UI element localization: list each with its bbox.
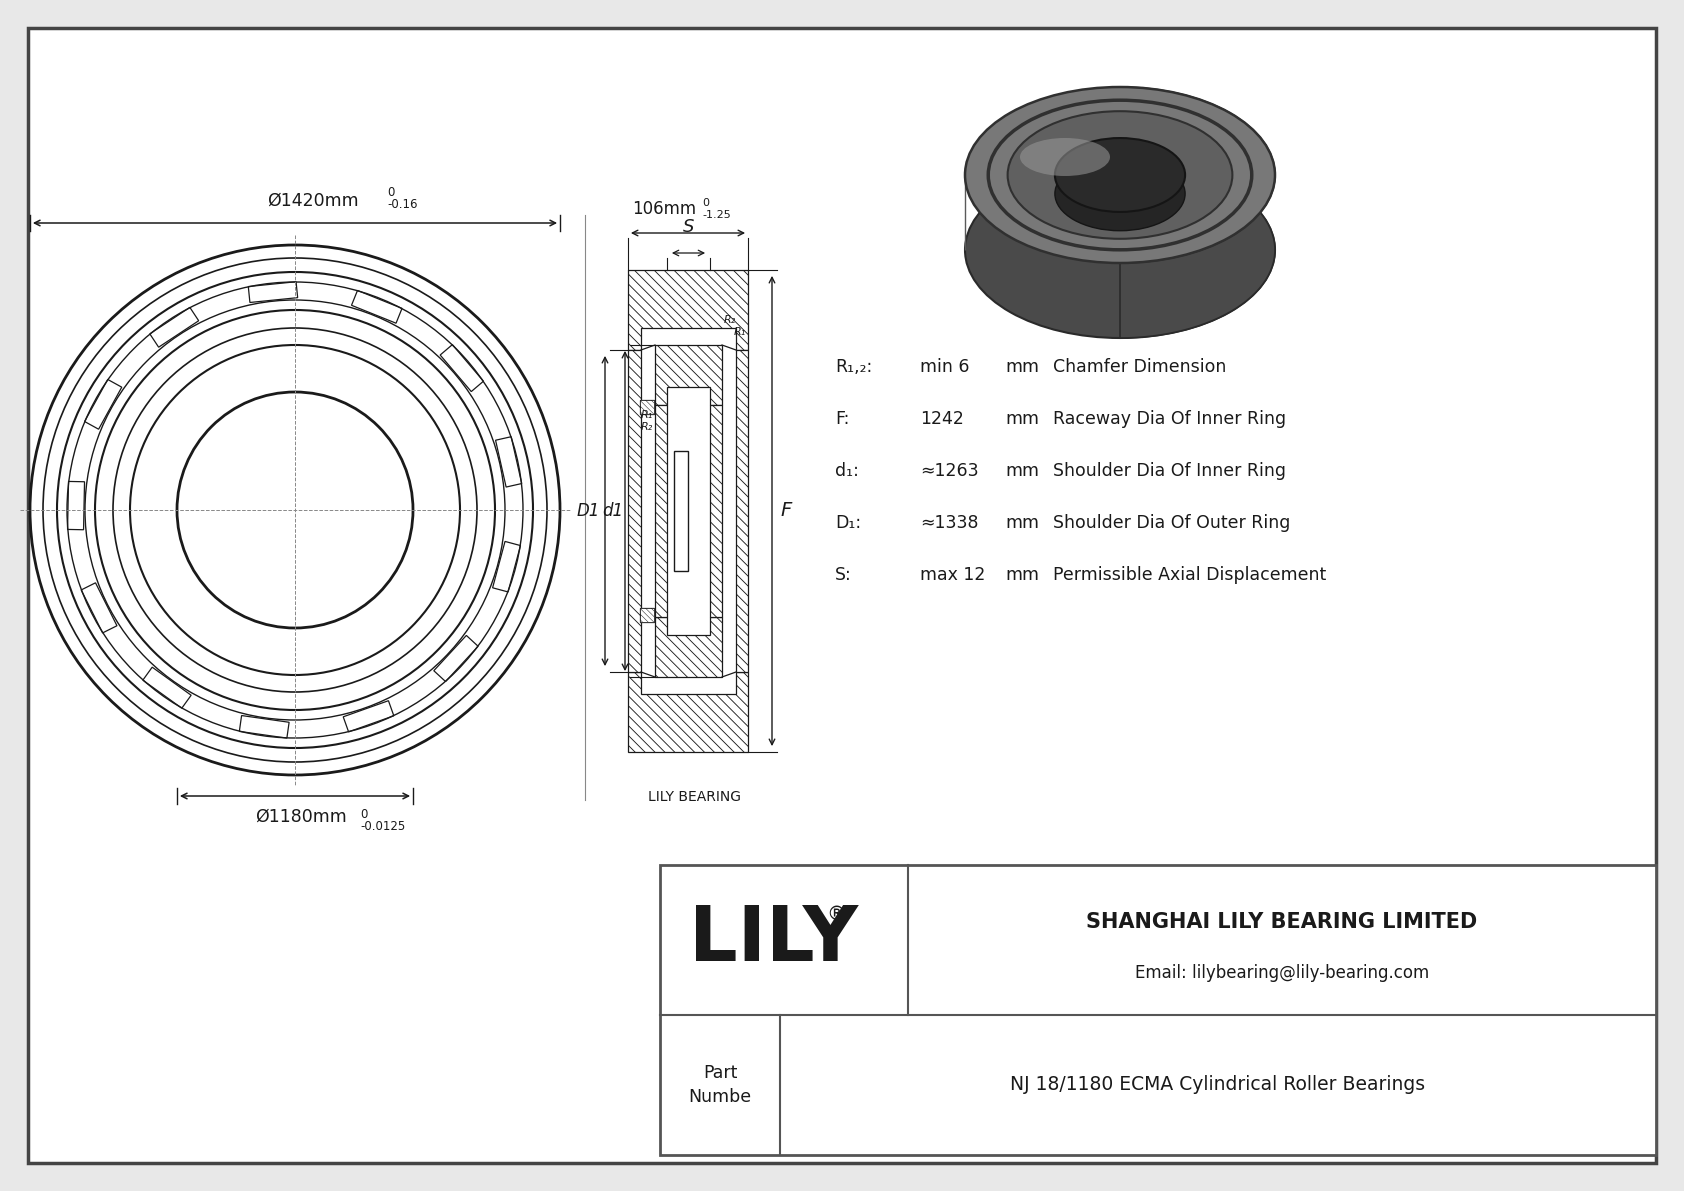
Text: 106mm: 106mm [632, 200, 695, 218]
Polygon shape [711, 405, 722, 617]
Text: ≈1263: ≈1263 [919, 462, 978, 480]
Text: R₁,₂:: R₁,₂: [835, 358, 872, 376]
Bar [640, 400, 653, 414]
Text: ≈1338: ≈1338 [919, 515, 978, 532]
Ellipse shape [1054, 157, 1186, 231]
Text: Shoulder Dia Of Inner Ring: Shoulder Dia Of Inner Ring [1052, 462, 1287, 480]
Text: 1242: 1242 [919, 410, 963, 428]
Text: F: F [780, 501, 791, 520]
Bar [660, 865, 1655, 1155]
Bar [493, 542, 520, 592]
Text: max 12: max 12 [919, 566, 985, 584]
Bar [150, 307, 199, 348]
Text: mm: mm [1005, 462, 1039, 480]
Text: Permissible Axial Displacement: Permissible Axial Displacement [1052, 566, 1327, 584]
Bar [239, 716, 290, 738]
Text: Ø1420mm: Ø1420mm [268, 192, 359, 210]
Text: d1: d1 [601, 501, 623, 520]
Polygon shape [655, 345, 722, 405]
Text: R₂: R₂ [640, 422, 653, 432]
Text: 0: 0 [387, 186, 394, 199]
Text: LILY: LILY [689, 903, 859, 977]
Bar [640, 607, 653, 622]
Text: D1: D1 [576, 501, 600, 520]
Ellipse shape [965, 87, 1275, 263]
Text: min 6: min 6 [919, 358, 970, 376]
Text: Raceway Dia Of Inner Ring: Raceway Dia Of Inner Ring [1052, 410, 1287, 428]
Bar [344, 700, 394, 732]
Text: -0.16: -0.16 [387, 198, 418, 211]
Bar [352, 291, 402, 323]
Text: R₁: R₁ [734, 328, 746, 337]
Text: d₁:: d₁: [835, 462, 859, 480]
Text: R₂: R₂ [724, 314, 736, 325]
Ellipse shape [1007, 111, 1233, 239]
Bar [84, 380, 121, 429]
Text: R₁: R₁ [640, 410, 653, 420]
Polygon shape [628, 672, 748, 752]
Text: Ø1180mm: Ø1180mm [254, 807, 347, 827]
Bar [248, 282, 298, 303]
Text: S: S [682, 218, 694, 236]
Text: LILY BEARING: LILY BEARING [648, 790, 741, 804]
Text: Part
Numbe: Part Numbe [689, 1064, 751, 1106]
Polygon shape [640, 400, 653, 414]
Polygon shape [628, 270, 748, 350]
Text: Chamfer Dimension: Chamfer Dimension [1052, 358, 1226, 376]
Polygon shape [1120, 87, 1275, 338]
Text: ®: ® [827, 905, 845, 924]
Text: Email: lilybearing@lily-bearing.com: Email: lilybearing@lily-bearing.com [1135, 964, 1430, 983]
Bar [67, 481, 84, 530]
Text: -0.0125: -0.0125 [360, 819, 406, 833]
Bar [495, 437, 522, 487]
Polygon shape [736, 350, 748, 672]
Polygon shape [628, 350, 642, 672]
Polygon shape [640, 607, 653, 622]
Ellipse shape [965, 162, 1275, 338]
Text: 0: 0 [702, 198, 709, 208]
Bar [440, 344, 483, 392]
Text: mm: mm [1005, 358, 1039, 376]
Text: SHANGHAI LILY BEARING LIMITED: SHANGHAI LILY BEARING LIMITED [1086, 912, 1477, 933]
Polygon shape [655, 405, 667, 617]
Text: mm: mm [1005, 515, 1039, 532]
Text: 0: 0 [360, 807, 367, 821]
Text: mm: mm [1005, 566, 1039, 584]
Ellipse shape [1054, 138, 1186, 212]
Text: F:: F: [835, 410, 849, 428]
Bar [143, 667, 192, 709]
Bar [675, 451, 689, 570]
Text: Shoulder Dia Of Outer Ring: Shoulder Dia Of Outer Ring [1052, 515, 1290, 532]
Text: D₁:: D₁: [835, 515, 861, 532]
Text: mm: mm [1005, 410, 1039, 428]
Ellipse shape [1021, 138, 1110, 176]
Text: -1.25: -1.25 [702, 210, 731, 220]
Polygon shape [655, 617, 722, 676]
Bar [81, 582, 116, 632]
Bar [434, 636, 478, 681]
Text: S:: S: [835, 566, 852, 584]
Text: NJ 18/1180 ECMA Cylindrical Roller Bearings: NJ 18/1180 ECMA Cylindrical Roller Beari… [1010, 1075, 1426, 1095]
